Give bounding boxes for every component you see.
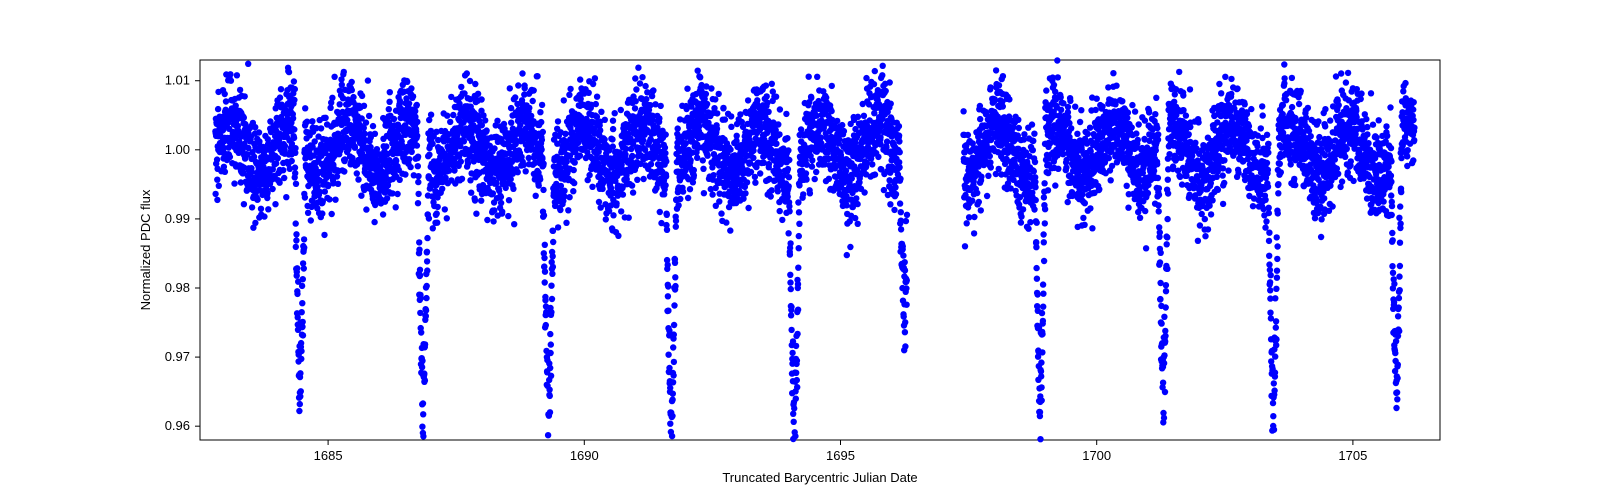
y-tick-label: 1.00 bbox=[165, 142, 190, 157]
y-tick-label: 0.96 bbox=[165, 418, 190, 433]
y-axis-label: Normalized PDC flux bbox=[138, 189, 153, 310]
x-axis-label: Truncated Barycentric Julian Date bbox=[722, 470, 917, 485]
x-ticks: 1685 1690 1695 1700 1705 bbox=[314, 440, 1368, 463]
lightcurve-chart: 1685 1690 1695 1700 1705 0.96 0.97 0.98 0.99 1.00… bbox=[0, 0, 1600, 500]
x-tick-label: 1695 bbox=[826, 448, 855, 463]
x-tick-label: 1700 bbox=[1082, 448, 1111, 463]
scatter-points bbox=[212, 57, 1417, 442]
x-tick-label: 1705 bbox=[1338, 448, 1367, 463]
x-tick-label: 1685 bbox=[314, 448, 343, 463]
y-tick-label: 0.99 bbox=[165, 211, 190, 226]
y-tick-label: 0.98 bbox=[165, 280, 190, 295]
x-tick-label: 1690 bbox=[570, 448, 599, 463]
y-tick-label: 1.01 bbox=[165, 73, 190, 88]
y-tick-label: 0.97 bbox=[165, 349, 190, 364]
y-ticks: 0.96 0.97 0.98 0.99 1.00 1.01 bbox=[165, 73, 200, 433]
